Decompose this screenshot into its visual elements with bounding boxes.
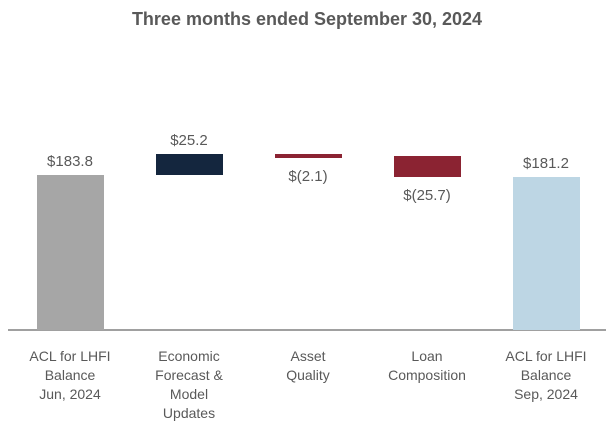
x-axis-label-line: Forecast & bbox=[155, 367, 223, 383]
x-axis-label-line: Asset bbox=[290, 348, 326, 364]
x-axis-label-line: Economic bbox=[158, 348, 220, 364]
value-label-loan-composition: $(25.7) bbox=[403, 187, 451, 205]
x-axis-label-loan-composition: Loan Composition bbox=[362, 347, 492, 385]
value-label-acl-sep-2024: $181.2 bbox=[523, 155, 569, 173]
x-axis-label-line: ACL for LHFI bbox=[29, 348, 111, 364]
x-axis-label-line: Sep, 2024 bbox=[514, 386, 578, 402]
x-axis-label-line: Model bbox=[169, 386, 209, 402]
chart-title: Three months ended September 30, 2024 bbox=[131, 9, 483, 29]
x-axis-label-acl-sep-2024: ACL for LHFI Balance Sep, 2024 bbox=[481, 347, 611, 404]
x-axis-label-line: Jun, 2024 bbox=[39, 386, 101, 402]
bar-loan-composition bbox=[393, 155, 461, 178]
x-axis-label-line: Balance bbox=[520, 367, 572, 383]
bar-economic-forecast-model-updates bbox=[155, 153, 223, 175]
x-axis-label-acl-jun-2024: ACL for LHFI Balance Jun, 2024 bbox=[5, 347, 135, 404]
value-label-economic-forecast-model-updates: $25.2 bbox=[170, 131, 208, 149]
bar-asset-quality bbox=[274, 153, 342, 158]
x-axis-label-line: Quality bbox=[286, 367, 330, 383]
x-axis-label-line: Loan bbox=[411, 348, 443, 364]
bar-acl-jun-2024 bbox=[36, 175, 104, 330]
x-axis-label-line: ACL for LHFI bbox=[505, 348, 587, 364]
x-axis-label-line: Updates bbox=[162, 405, 216, 421]
x-axis-line bbox=[8, 329, 606, 331]
x-axis-label-line: Composition bbox=[388, 367, 466, 383]
bar-acl-sep-2024 bbox=[512, 177, 580, 330]
x-axis-label-economic-forecast-model-updates: Economic Forecast & Model Updates bbox=[124, 347, 254, 423]
x-axis-label-line: Balance bbox=[44, 367, 96, 383]
value-label-acl-jun-2024: $183.8 bbox=[47, 153, 93, 170]
x-axis-label-asset-quality: Asset Quality bbox=[243, 347, 373, 385]
value-label-asset-quality: $(2.1) bbox=[288, 167, 328, 185]
